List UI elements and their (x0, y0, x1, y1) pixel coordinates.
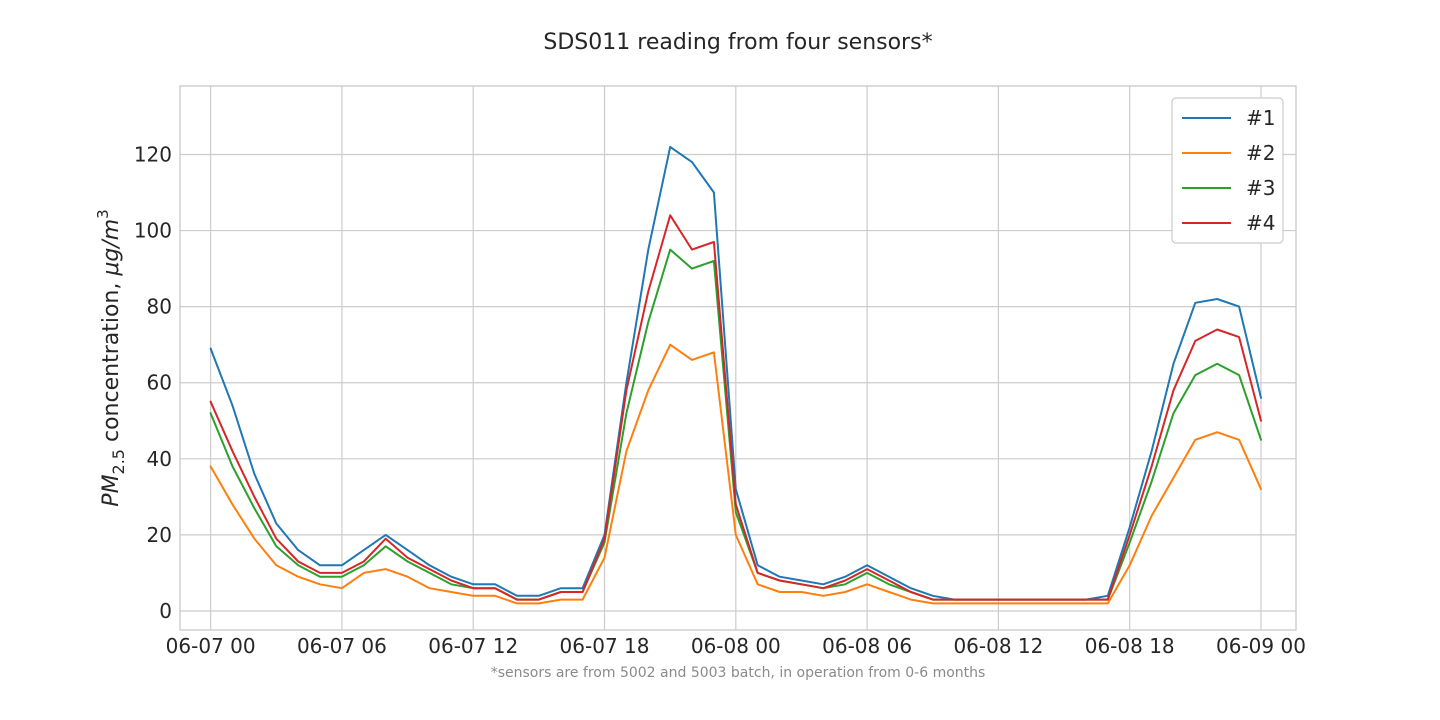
y-tick-label: 60 (147, 371, 172, 395)
footnote: *sensors are from 5002 and 5003 batch, i… (491, 665, 986, 681)
series-line-4 (209, 214, 1262, 601)
legend: #1 #2 #3 #4 (1171, 97, 1284, 244)
legend-box (1171, 97, 1284, 244)
x-tick-label: 06-09 00 (1216, 634, 1306, 658)
y-tick-label: 100 (134, 219, 172, 243)
y-tick-label: 0 (159, 599, 172, 623)
legend-label: #1 (1246, 106, 1275, 130)
x-tick-label: 06-08 00 (691, 634, 781, 658)
y-tick-label: 80 (147, 295, 172, 319)
y-label-sub: 2.5 (109, 449, 128, 474)
legend-label: #4 (1246, 211, 1275, 235)
y-label-main: PM (99, 474, 124, 506)
legend-label: #2 (1246, 141, 1275, 165)
x-tick-label: 06-08 18 (1085, 634, 1175, 658)
y-label-unit: μg/m (99, 219, 124, 277)
ticks: 06-07 00 06-07 06 06-07 12 06-07 18 06-08 00… (134, 142, 1306, 658)
x-tick-label: 06-08 06 (822, 634, 912, 658)
y-tick-label: 40 (147, 447, 172, 471)
series-layer (209, 145, 1262, 605)
legend-label: #3 (1246, 176, 1275, 200)
y-tick-label: 20 (147, 523, 172, 547)
y-tick-label: 120 (134, 142, 172, 166)
y-label-sup: 3 (94, 209, 112, 219)
x-tick-label: 06-07 12 (428, 634, 518, 658)
y-axis-label: PM2.5 concentration, μg/m3 (94, 209, 128, 506)
x-tick-label: 06-08 12 (953, 634, 1043, 658)
chart-title: SDS011 reading from four sensors* (543, 30, 932, 55)
plot-frame (179, 85, 1297, 631)
x-tick-label: 06-07 06 (297, 634, 387, 658)
x-tick-label: 06-07 00 (166, 634, 256, 658)
y-label-rest: concentration, (99, 276, 124, 449)
grid (180, 86, 1296, 630)
series-line-2 (209, 343, 1262, 605)
x-tick-label: 06-07 18 (560, 634, 650, 658)
